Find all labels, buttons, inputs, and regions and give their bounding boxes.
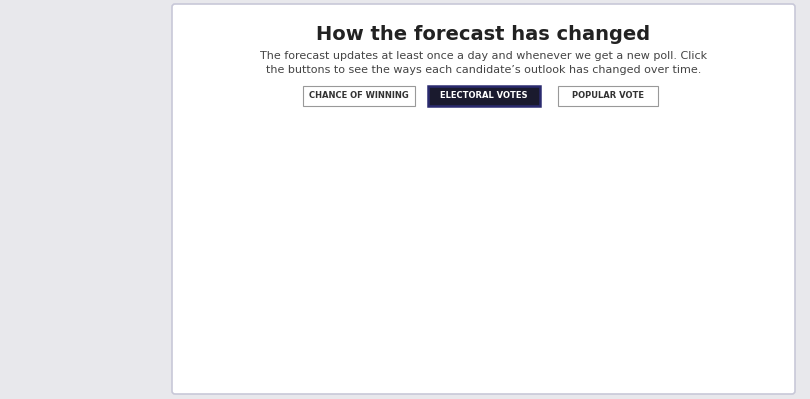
- Text: 80% of outcomes
fall in this range: 80% of outcomes fall in this range: [297, 116, 428, 137]
- Text: How the forecast has changed: How the forecast has changed: [317, 26, 650, 45]
- Text: CHANCE OF WINNING: CHANCE OF WINNING: [309, 91, 408, 101]
- Text: 221: 221: [562, 273, 586, 286]
- Text: 317: 317: [562, 203, 586, 215]
- Text: ELECTORAL VOTES: ELECTORAL VOTES: [440, 91, 527, 101]
- FancyBboxPatch shape: [302, 86, 415, 106]
- FancyBboxPatch shape: [428, 86, 539, 106]
- FancyBboxPatch shape: [172, 4, 795, 394]
- Text: The forecast updates at least once a day and whenever we get a new poll. Click
t: The forecast updates at least once a day…: [260, 51, 707, 75]
- FancyBboxPatch shape: [557, 86, 658, 106]
- Text: POPULAR VOTE: POPULAR VOTE: [572, 91, 643, 101]
